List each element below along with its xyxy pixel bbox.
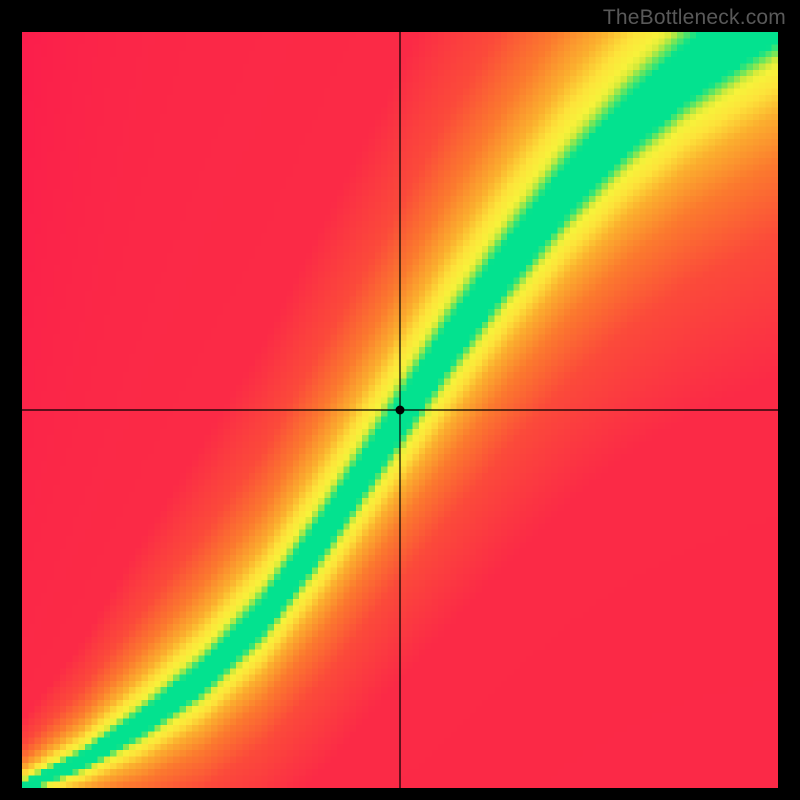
watermark-text: TheBottleneck.com bbox=[603, 6, 786, 30]
chart-container: TheBottleneck.com bbox=[0, 0, 800, 800]
overlay-svg bbox=[22, 32, 778, 788]
plot-area bbox=[22, 32, 778, 788]
selected-datapoint bbox=[396, 406, 405, 415]
